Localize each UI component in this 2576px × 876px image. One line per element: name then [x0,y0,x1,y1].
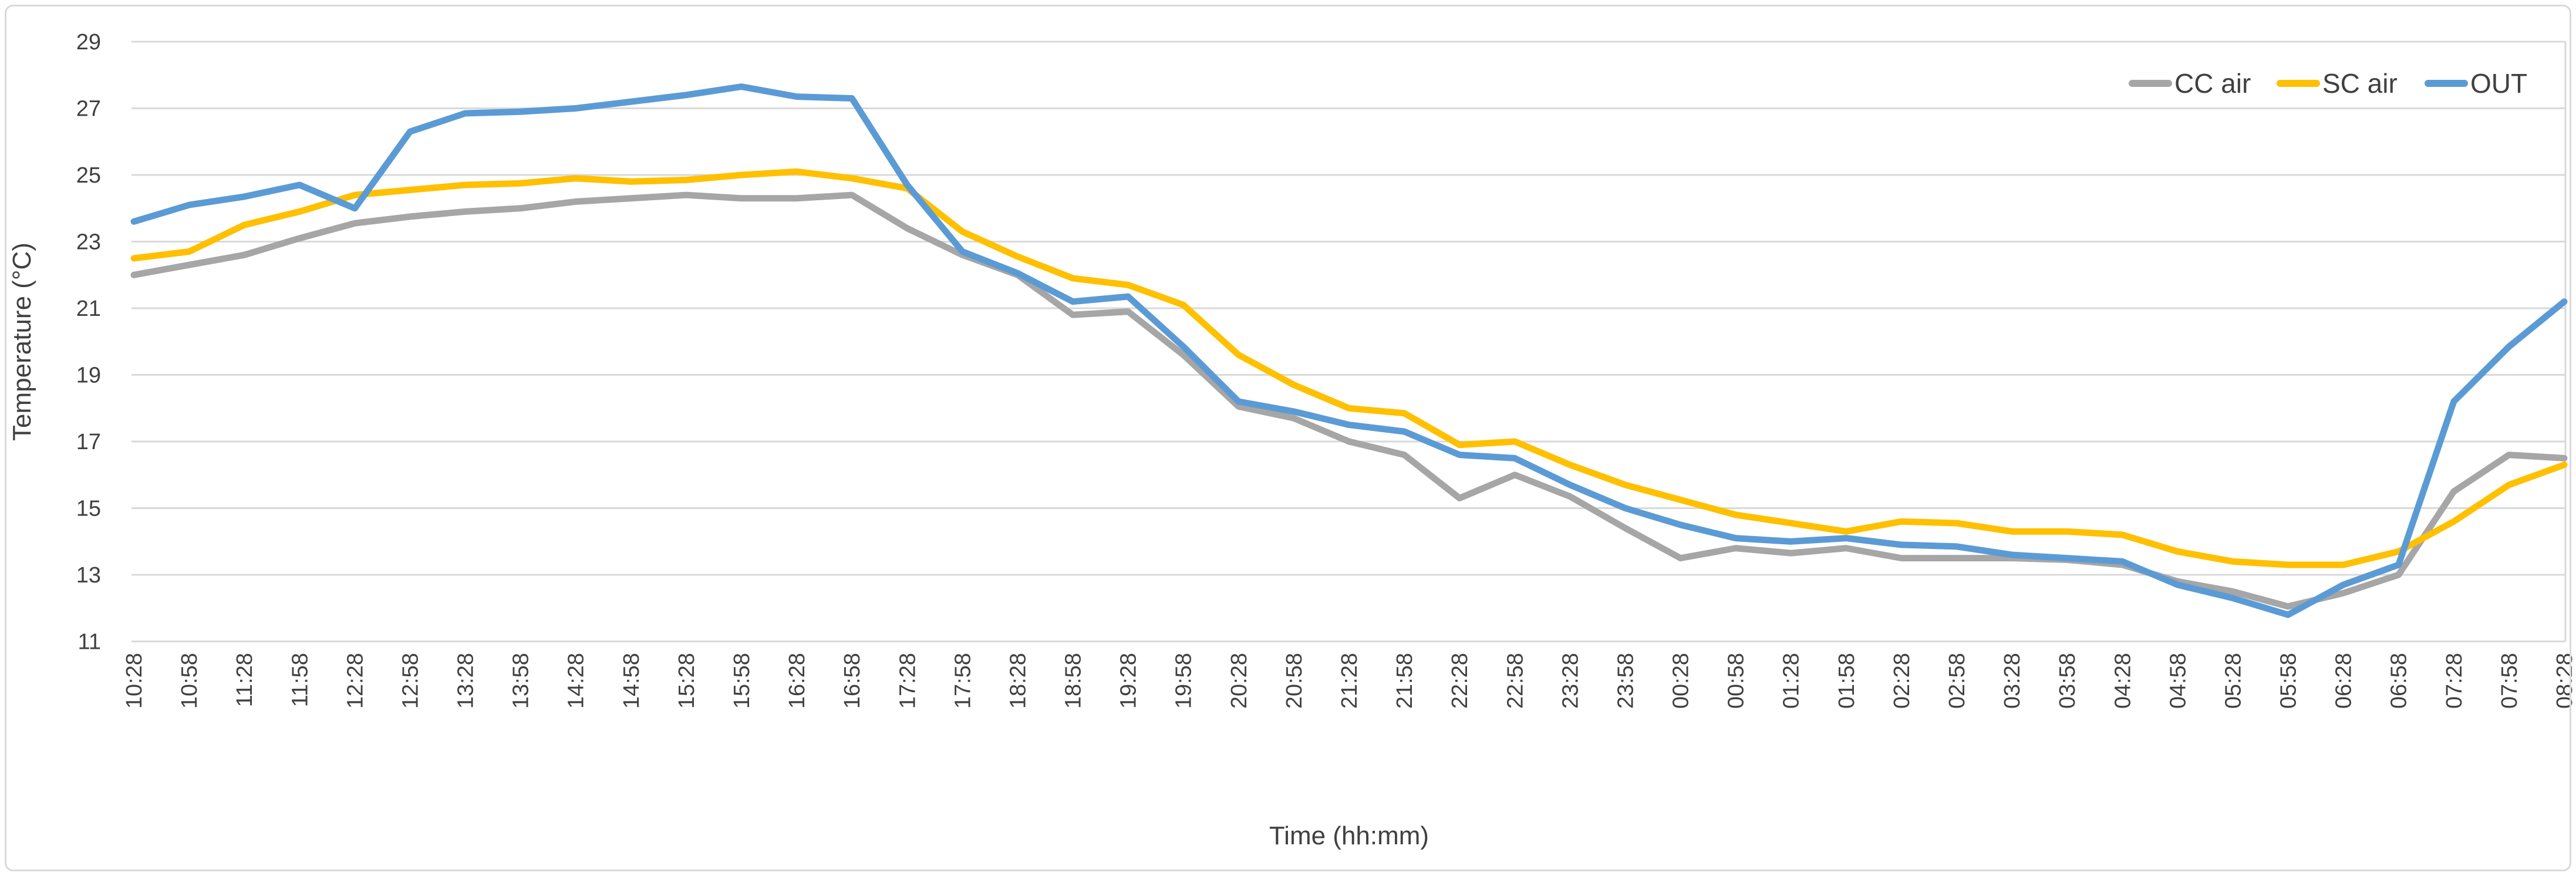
x-tick-label-18:28: 18:28 [1006,653,1030,709]
x-tick-label-10:28: 10:28 [122,653,147,709]
series-line-out [130,83,2568,618]
y-tick-label-15: 15 [76,497,101,521]
x-tick-label-22:28: 22:28 [1448,653,1472,709]
legend-item-sc-air: SC air [2277,68,2398,99]
x-tick-label-14:28: 14:28 [564,653,589,709]
y-tick-label-21: 21 [76,297,101,321]
x-tick-label-11:58: 11:58 [288,653,312,707]
x-tick-label-02:28: 02:28 [1890,653,1914,709]
legend-item-out: OUT [2425,68,2527,99]
x-tick-label-14:58: 14:58 [619,653,644,709]
x-tick-label-07:28: 07:28 [2442,653,2467,709]
y-tick-label-29: 29 [76,30,101,55]
x-tick-label-04:58: 04:58 [2166,653,2190,709]
x-tick-label-08:28: 08:28 [2553,653,2576,709]
y-tick-label-19: 19 [76,363,101,388]
x-tick-label-23:58: 23:58 [1613,653,1638,709]
legend: CC air SC air OUT [2129,68,2527,99]
x-tick-label-12:28: 12:28 [343,653,367,709]
y-tick-label-27: 27 [76,97,101,122]
x-tick-label-10:58: 10:58 [177,653,202,709]
x-tick-label-12:58: 12:58 [398,653,423,709]
y-axis-title: Temperature (°C) [8,242,36,441]
legend-label-cc-air: CC air [2174,68,2251,99]
series-lines [130,83,2568,618]
x-tick-label-00:28: 00:28 [1669,653,1694,709]
y-tick-label-13: 13 [76,563,101,588]
x-tick-label-06:58: 06:58 [2387,653,2412,709]
x-tick-label-19:28: 19:28 [1117,653,1141,709]
x-tick-label-21:28: 21:28 [1337,653,1362,709]
legend-item-cc-air: CC air [2129,68,2251,99]
x-tick-label-04:28: 04:28 [2110,653,2135,709]
y-tick-label-25: 25 [76,163,101,188]
x-tick-label-22:58: 22:58 [1503,653,1528,709]
x-tick-label-01:28: 01:28 [1779,653,1804,709]
x-tick-label-15:28: 15:28 [675,653,699,709]
x-tick-label-17:28: 17:28 [895,653,920,709]
y-tick-label-23: 23 [76,230,101,255]
x-tick-label-21:58: 21:58 [1392,653,1417,709]
x-tick-label-13:28: 13:28 [454,653,478,709]
x-tick-label-00:58: 00:58 [1724,653,1749,709]
x-tick-label-11:28: 11:28 [232,653,257,707]
x-tick-label-19:58: 19:58 [1172,653,1196,709]
series-line-sc-air [130,168,2568,568]
x-tick-label-13:58: 13:58 [509,653,534,709]
x-tick-label-07:58: 07:58 [2497,653,2522,709]
x-tick-label-18:58: 18:58 [1061,653,1086,709]
x-tick-label-02:58: 02:58 [1945,653,1970,709]
y-tick-label-11: 11 [78,630,101,655]
legend-label-sc-air: SC air [2322,68,2398,99]
x-tick-label-16:58: 16:58 [840,653,865,709]
x-tick-label-16:28: 16:28 [785,653,810,709]
y-axis-tick-labels: 29 27 25 23 21 19 17 15 13 11 [76,30,101,655]
x-tick-label-17:58: 17:58 [950,653,975,709]
x-axis-title: Time (hh:mm) [1269,821,1429,850]
x-tick-label-03:58: 03:58 [2055,653,2080,709]
series-line-cc-air [130,191,2568,610]
x-tick-label-01:58: 01:58 [1835,653,1859,709]
x-tick-label-20:58: 20:58 [1282,653,1307,709]
x-axis-tick-labels: 10:28 10:58 11:28 11:58 12:28 12:58 13:28 13:58… [122,653,2576,709]
x-tick-label-05:58: 05:58 [2277,653,2301,709]
x-tick-label-06:28: 06:28 [2332,653,2356,709]
legend-label-out: OUT [2470,68,2527,99]
x-tick-label-15:58: 15:58 [730,653,754,709]
x-tick-label-03:28: 03:28 [2000,653,2025,709]
y-tick-label-17: 17 [76,430,101,454]
gridlines [132,41,2567,642]
x-tick-label-20:28: 20:28 [1227,653,1252,709]
x-tick-label-23:28: 23:28 [1558,653,1583,709]
x-tick-label-05:28: 05:28 [2221,653,2245,709]
